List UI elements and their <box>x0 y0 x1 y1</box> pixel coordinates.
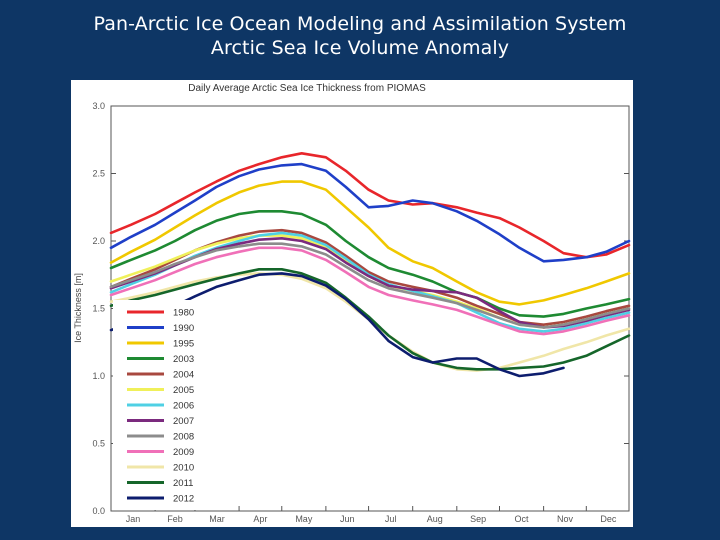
series-line-1980 <box>109 152 631 259</box>
y-tick-label: 3.0 <box>92 101 105 111</box>
y-tick-label: 1.0 <box>92 371 105 381</box>
legend: 1980 1990 1995 2003 2004 2005 2006 2007 2008 2009… <box>113 300 223 510</box>
chart-panel: Daily Average Arctic Sea Ice Thickness f… <box>71 80 633 527</box>
legend-label: 1995 <box>173 339 194 350</box>
series-line-2003 <box>109 210 631 318</box>
legend-label: 2004 <box>173 370 194 381</box>
slide-subtitle: Arctic Sea Ice Volume Anomaly <box>210 37 510 59</box>
legend-label: 1990 <box>173 323 194 334</box>
x-tick-label: Aug <box>427 514 443 524</box>
series-line-1990 <box>109 162 631 263</box>
legend-label: 2007 <box>173 416 194 427</box>
y-tick-label: 1.5 <box>92 304 105 314</box>
x-tick-label: Feb <box>167 514 183 524</box>
x-tick-label: Jun <box>340 514 355 524</box>
legend-label: 2003 <box>173 354 194 365</box>
series-line-2009 <box>109 246 631 336</box>
series-line-1995 <box>109 180 631 306</box>
y-axis-label: Ice Thickness [m] <box>73 273 83 343</box>
legend-label: 2008 <box>173 432 194 443</box>
x-tick-label: Sep <box>470 514 486 524</box>
legend-label: 2011 <box>173 478 193 489</box>
x-ticks: Jan Feb Mar Apr May Jun Jul Aug Sep Oct Nov Dec <box>110 506 617 524</box>
x-tick-label: Nov <box>557 514 574 524</box>
legend-label: 2006 <box>173 401 194 412</box>
thickness-chart: Daily Average Arctic Sea Ice Thickness f… <box>73 83 631 524</box>
x-tick-label: Apr <box>253 514 267 524</box>
legend-label: 2010 <box>173 463 194 474</box>
legend-label: 2005 <box>173 385 194 396</box>
x-tick-label: May <box>295 514 313 524</box>
legend-label: 2012 <box>173 494 194 505</box>
series-line-2011 <box>109 268 631 371</box>
series-line-2008 <box>109 242 631 329</box>
slide-title: Pan-Arctic Ice Ocean Modeling and Assimi… <box>93 13 627 35</box>
x-tick-label: Jan <box>126 514 141 524</box>
legend-label: 2009 <box>173 447 194 458</box>
x-tick-label: Dec <box>600 514 617 524</box>
x-tick-label: Oct <box>515 514 530 524</box>
chart-title: Daily Average Arctic Sea Ice Thickness f… <box>188 83 426 94</box>
legend-label: 1980 <box>173 308 194 319</box>
x-tick-label: Mar <box>209 514 225 524</box>
y-tick-label: 2.0 <box>92 236 105 246</box>
y-tick-label: 2.5 <box>92 169 105 179</box>
y-tick-label: 0.0 <box>92 506 105 516</box>
y-tick-label: 0.5 <box>92 439 105 449</box>
x-tick-label: Jul <box>385 514 397 524</box>
